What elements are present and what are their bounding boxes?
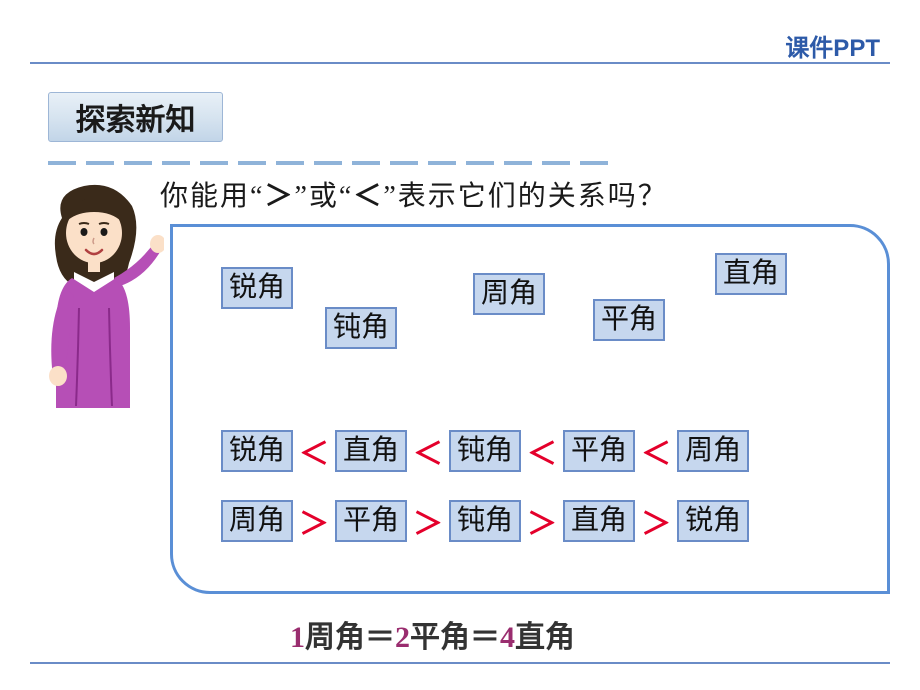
seq-lt-2: 直角 (335, 430, 407, 472)
gt-symbol: ＞ (264, 181, 294, 212)
op-lt: ＜ (297, 429, 331, 473)
tag-obtuse-angle[interactable]: 钝角 (325, 307, 397, 349)
tag-acute-angle[interactable]: 锐角 (221, 267, 293, 309)
tag-right-angle[interactable]: 直角 (715, 253, 787, 295)
seq-gt-3: 钝角 (449, 500, 521, 542)
op-gt: ＞ (639, 499, 673, 543)
question-text: 你能用“＞”或“＜”表示它们的关系吗？ (160, 174, 668, 214)
header-label: 课件PPT (785, 28, 880, 63)
seq-lt-5: 周角 (677, 430, 749, 472)
lt-symbol: ＜ (353, 181, 383, 212)
conclusion-u2: 平角＝ (410, 621, 500, 654)
tag-full-angle[interactable]: 周角 (473, 273, 545, 315)
op-lt: ＜ (411, 429, 445, 473)
seq-gt-5: 锐角 (677, 500, 749, 542)
op-gt: ＞ (525, 499, 559, 543)
section-title-box: 探索新知 (48, 92, 223, 142)
teacher-illustration (34, 178, 164, 408)
seq-lt-3: 钝角 (449, 430, 521, 472)
sequence-row-descending: 周角 ＞ 平角 ＞ 钝角 ＞ 直角 ＞ 锐角 (221, 499, 749, 543)
op-lt: ＜ (639, 429, 673, 473)
conclusion-u3: 直角 (515, 621, 575, 654)
op-gt: ＞ (297, 499, 331, 543)
top-divider (30, 62, 890, 64)
op-gt: ＞ (411, 499, 445, 543)
tag-straight-angle[interactable]: 平角 (593, 299, 665, 341)
seq-lt-4: 平角 (563, 430, 635, 472)
sequence-row-ascending: 锐角 ＜ 直角 ＜ 钝角 ＜ 平角 ＜ 周角 (221, 429, 749, 473)
conclusion-n1: 1 (290, 621, 305, 654)
question-mid: ”或“ (294, 181, 353, 212)
section-title: 探索新知 (76, 95, 196, 139)
conclusion-u1: 周角＝ (305, 621, 395, 654)
conclusion-n2: 2 (395, 621, 410, 654)
dashed-underline (48, 152, 628, 158)
bottom-divider (30, 662, 890, 664)
seq-gt-4: 直角 (563, 500, 635, 542)
conclusion-n3: 4 (500, 621, 515, 654)
seq-gt-1: 周角 (221, 500, 293, 542)
op-lt: ＜ (525, 429, 559, 473)
seq-gt-2: 平角 (335, 500, 407, 542)
question-prefix: 你能用“ (160, 181, 264, 212)
question-suffix: ”表示它们的关系吗？ (383, 181, 667, 212)
content-panel: 锐角 钝角 周角 平角 直角 锐角 ＜ 直角 ＜ 钝角 ＜ 平角 ＜ 周角 周角… (170, 224, 890, 594)
seq-lt-1: 锐角 (221, 430, 293, 472)
conclusion-text: 1周角＝2平角＝4直角 (290, 612, 575, 656)
